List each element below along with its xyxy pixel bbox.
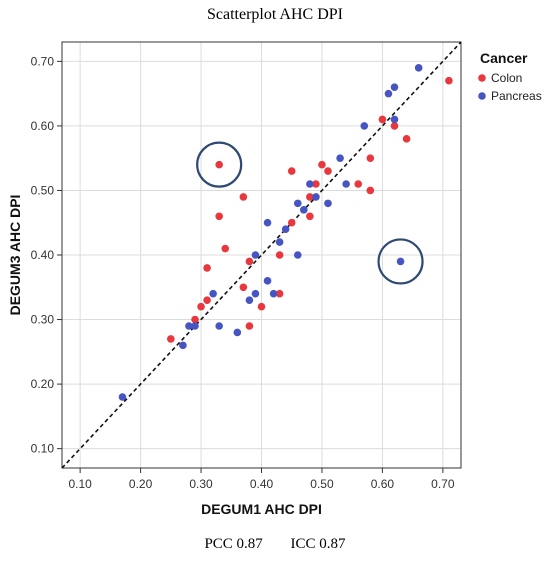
x-tick-label: 0.50: [310, 477, 334, 491]
y-tick-label: 0.40: [31, 248, 55, 262]
data-point-colon: [445, 76, 453, 85]
legend-marker-pancreas: [478, 92, 486, 100]
statistics-footer: PCC 0.87 ICC 0.87: [0, 536, 550, 553]
x-tick-label: 0.70: [431, 477, 455, 491]
grid-lines: [62, 42, 461, 468]
data-point-colon: [306, 212, 314, 221]
data-point-pancreas: [390, 115, 399, 124]
x-tick-label: 0.40: [250, 477, 274, 491]
data-point-pancreas: [342, 180, 350, 188]
data-point-colon: [167, 335, 175, 343]
y-axis-ticks: 0.10 0.20 0.30 0.40 0.50 0.60 0.70: [31, 54, 62, 456]
data-point-colon: [366, 186, 375, 195]
y-tick-label: 0.70: [31, 54, 55, 68]
data-point-pancreas: [269, 289, 278, 298]
data-point-pancreas: [263, 277, 272, 285]
legend-label-pancreas: Pancreas: [491, 89, 542, 103]
legend-label-colon: Colon: [491, 71, 522, 85]
x-tick-label: 0.30: [189, 477, 213, 491]
data-point-pancreas: [312, 193, 320, 201]
legend: Cancer Colon Pancreas: [478, 50, 542, 103]
data-point-colon: [324, 167, 332, 175]
x-axis-label: DEGUM1 AHC DPI: [201, 501, 322, 517]
data-point-colon: [312, 180, 320, 188]
data-point-pancreas: [293, 199, 302, 208]
data-point-pancreas: [300, 206, 308, 214]
data-point-pancreas: [384, 89, 393, 98]
y-tick-label: 0.30: [31, 313, 55, 327]
x-axis-ticks: 0.10 0.20 0.30 0.40 0.50 0.60 0.70: [68, 468, 455, 491]
data-point-colon: [354, 180, 363, 188]
data-point-colon: [287, 167, 296, 175]
x-tick-label: 0.60: [371, 477, 395, 491]
data-point-colon: [318, 160, 326, 169]
data-point-colon: [221, 244, 230, 253]
data-point-colon: [191, 315, 199, 324]
data-point-pancreas: [396, 257, 405, 266]
data-point-pancreas: [263, 218, 272, 227]
legend-marker-colon: [478, 74, 486, 82]
y-tick-label: 0.20: [31, 377, 55, 391]
legend-title: Cancer: [480, 50, 528, 66]
data-point-colon: [203, 264, 211, 272]
data-point-pancreas: [281, 225, 290, 233]
data-point-colon: [287, 218, 296, 227]
data-point-pancreas: [245, 296, 254, 304]
y-axis-label: DEGUM3 AHC DPI: [7, 195, 23, 316]
data-point-pancreas: [336, 154, 344, 162]
data-point-colon: [366, 154, 375, 162]
data-points: [118, 64, 453, 401]
data-point-pancreas: [414, 64, 423, 72]
data-point-pancreas: [179, 341, 187, 350]
data-point-pancreas: [360, 122, 369, 130]
data-point-colon: [215, 160, 223, 169]
data-point-pancreas: [275, 238, 284, 246]
data-point-colon: [306, 193, 314, 201]
data-point-pancreas: [209, 289, 217, 298]
identity-line: [61, 41, 462, 469]
data-point-pancreas: [185, 322, 193, 330]
data-point-colon: [245, 257, 254, 266]
highlight-circles: [196, 141, 424, 285]
data-point-pancreas: [118, 393, 127, 401]
data-point-colon: [378, 115, 387, 124]
data-point-pancreas: [191, 322, 199, 330]
chart-title: Scatterplot AHC DPI: [207, 6, 343, 23]
data-point-colon: [257, 302, 266, 311]
x-tick-label: 0.20: [129, 477, 153, 491]
highlight-circle: [196, 141, 243, 188]
pcc-value: PCC 0.87: [204, 536, 263, 552]
data-point-pancreas: [251, 251, 260, 259]
y-tick-label: 0.50: [31, 183, 55, 197]
data-point-colon: [215, 212, 223, 221]
icc-value: ICC 0.87: [290, 536, 346, 552]
data-point-pancreas: [324, 199, 332, 208]
data-point-pancreas: [306, 180, 314, 188]
data-point-pancreas: [251, 289, 260, 298]
highlight-circle: [377, 238, 424, 285]
y-tick-label: 0.10: [31, 442, 55, 456]
data-point-colon: [275, 251, 284, 259]
data-point-colon: [275, 289, 284, 298]
data-point-colon: [239, 283, 248, 292]
data-point-colon: [390, 122, 399, 130]
data-point-pancreas: [233, 328, 242, 337]
y-tick-label: 0.60: [31, 119, 55, 133]
data-point-colon: [203, 296, 211, 304]
data-point-pancreas: [390, 83, 399, 91]
x-tick-label: 0.10: [68, 477, 92, 491]
data-point-colon: [245, 322, 254, 330]
data-point-colon: [239, 193, 248, 201]
data-point-colon: [402, 135, 411, 143]
data-point-pancreas: [293, 251, 302, 259]
data-point-pancreas: [215, 322, 223, 330]
data-point-colon: [197, 302, 205, 311]
